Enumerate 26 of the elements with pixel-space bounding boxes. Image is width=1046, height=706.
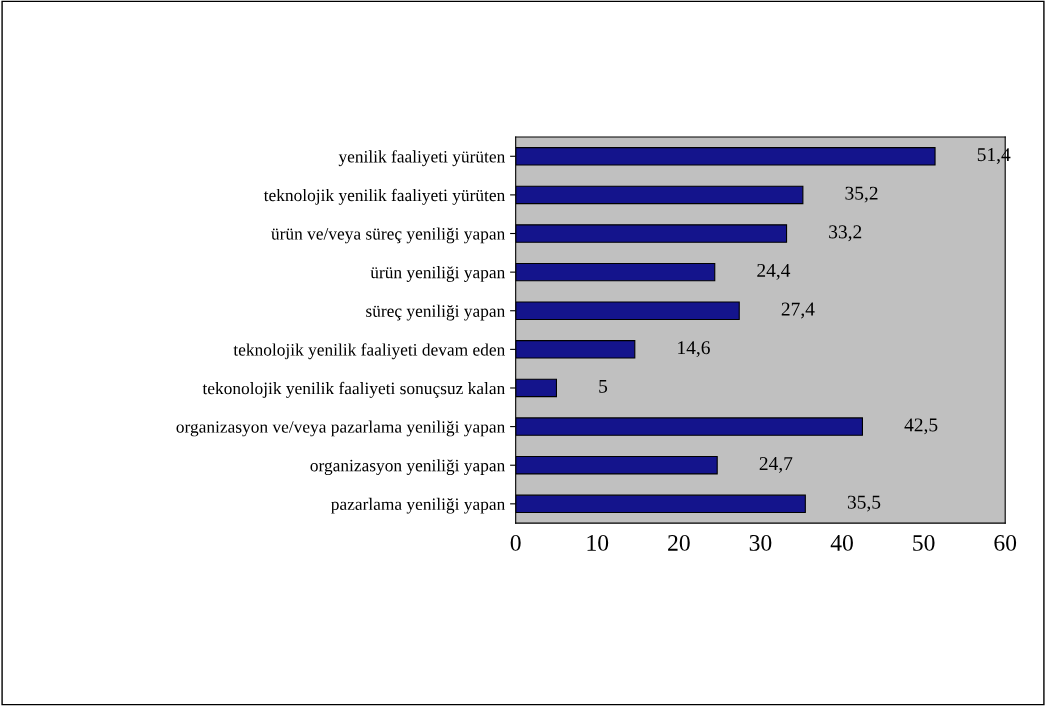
data-label: 24,4	[757, 263, 791, 280]
data-label: 24,7	[759, 457, 793, 473]
x-tick-label: 10	[587, 534, 609, 551]
y-tick-label: tekonolojik yenilik faaliyeti sonuçsuz kalan	[202, 381, 505, 398]
y-tick-label: ürün ve/veya süreç yeniliği yapan	[271, 227, 505, 244]
y-tick-label: teknolojik yenilik faaliyeti devam eden	[233, 343, 505, 360]
y-tick-label: organizasyon ve/veya pazarlama yeniliği yapan	[176, 420, 505, 437]
data-label: 14,6	[678, 341, 710, 358]
data-label: 33,2	[829, 225, 862, 242]
x-tick-label: 20	[668, 534, 690, 551]
x-tick-label: 50	[913, 534, 935, 551]
x-tick-label: 60	[994, 534, 1017, 551]
x-tick-label: 0	[510, 534, 521, 551]
y-tick-label: organizasyon yeniliği yapan	[310, 459, 505, 475]
data-label: 42,5	[904, 418, 938, 435]
x-tick-label: 30	[749, 534, 772, 551]
data-label: 27,4	[781, 302, 815, 319]
y-tick-label: ürün yeniliği yapan	[370, 266, 505, 282]
y-tick-label: yenilik faaliyeti yürüten	[338, 150, 505, 167]
y-tick-label: süreç yeniliği yapan	[366, 304, 505, 321]
data-label: 5	[599, 379, 608, 393]
x-tick-label: 40	[830, 534, 853, 551]
y-tick-label: pazarlama yeniliği yapan	[331, 497, 505, 514]
data-label: 35,5	[847, 495, 881, 512]
y-tick-label: teknolojik yenilik faaliyeti yürüten	[263, 188, 505, 205]
data-label: 35,2	[845, 186, 878, 203]
